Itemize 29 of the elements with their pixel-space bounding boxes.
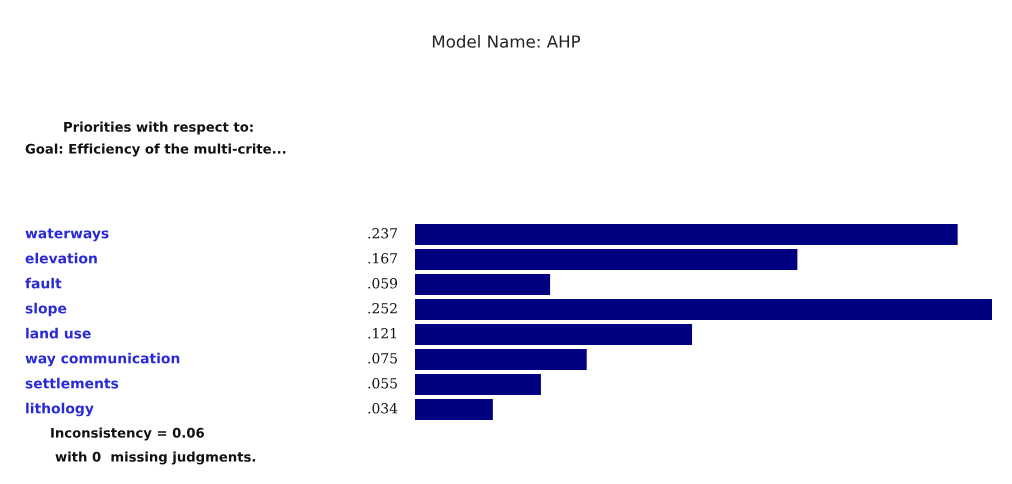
chart-title: Model Name: AHP [432,34,581,48]
data-label: .237 [368,228,397,239]
data-label: .121 [368,328,397,339]
y-tick-label: way communication [25,352,180,367]
bar [415,349,587,370]
bar [415,374,541,395]
bar [415,224,958,245]
text: with 0 missing judgments. [55,451,256,465]
data-label: .059 [368,278,398,289]
bar [415,299,992,320]
y-tick-label: land use [26,327,91,339]
text: Inconsistency = 0.06 [51,427,204,441]
data-label: .167 [368,253,397,264]
y-tick-label: slope [25,302,67,317]
y-tick-label: elevation [25,252,97,264]
data-label: .075 [368,353,397,364]
y-tick-label: lithology [26,402,94,417]
data-label: .252 [368,303,397,314]
bar [415,274,551,295]
bar [415,399,493,420]
text: Goal: Efficiency of the multi-crite... [25,143,286,157]
y-tick-label: settlements [25,377,119,389]
data-label: .055 [368,378,397,389]
bar [415,249,798,270]
y-tick-label: fault [25,277,62,289]
bar [415,324,693,345]
data-label: .034 [368,403,398,414]
y-tick-label: waterways [25,228,109,242]
text: Priorities with respect to: [64,121,253,135]
